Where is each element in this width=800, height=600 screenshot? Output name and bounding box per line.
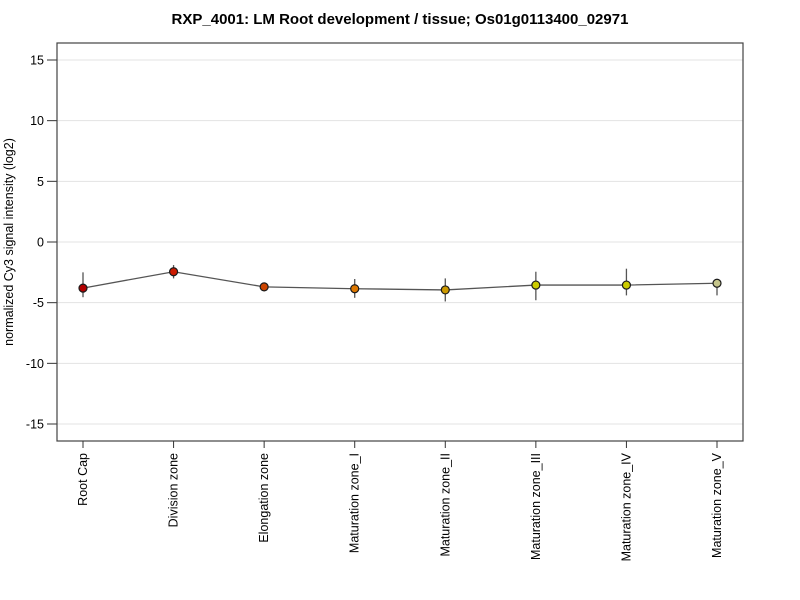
x-tick-label: Maturation zone_III: [529, 453, 543, 560]
series-line: [82, 271, 718, 291]
data-point: [712, 278, 722, 288]
plot-border: [56, 42, 744, 442]
x-tick-label: Maturation zone_II: [438, 453, 452, 557]
x-tick-label: Maturation zone_IV: [619, 452, 633, 561]
y-tick-label: -5: [33, 296, 44, 310]
data-point: [440, 285, 450, 295]
data-point: [259, 282, 269, 292]
x-tick-label: Root Cap: [76, 453, 90, 506]
x-tick-label: Maturation zone_V: [710, 452, 724, 558]
x-tick-label: Elongation zone: [257, 453, 271, 543]
data-point: [621, 280, 632, 290]
chart-title: RXP_4001: LM Root development / tissue; …: [171, 11, 629, 28]
y-tick-label: 0: [37, 236, 44, 250]
data-point: [350, 284, 360, 294]
y-tick-label: 10: [30, 114, 44, 128]
data-point: [168, 267, 179, 277]
y-tick-label: 15: [30, 53, 44, 67]
y-tick-label: -15: [26, 418, 44, 432]
y-axis-label: normalized Cy3 signal intensity (log2): [2, 138, 16, 346]
y-tick-label: 5: [37, 175, 44, 189]
data-point: [78, 283, 88, 293]
x-tick-label: Maturation zone_I: [348, 453, 362, 553]
data-point: [531, 280, 541, 290]
x-tick-label: Division zone: [167, 453, 181, 527]
y-tick-label: -10: [26, 357, 44, 371]
